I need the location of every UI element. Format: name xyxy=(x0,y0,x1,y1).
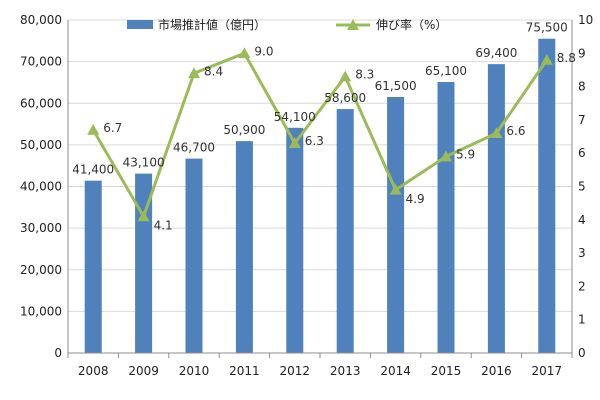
x-tick-label: 2017 xyxy=(532,364,563,378)
legend-line-marker xyxy=(347,19,359,30)
legend-bar-label: 市場推計値（億円） xyxy=(158,17,266,32)
line-data-label: 6.3 xyxy=(305,134,324,148)
x-tick-label: 2014 xyxy=(380,364,411,378)
y-right-tick-label: 9 xyxy=(578,46,586,60)
line-data-label: 4.9 xyxy=(406,192,425,206)
y-right-tick-label: 1 xyxy=(578,313,586,327)
bar-data-label: 61,500 xyxy=(375,79,417,93)
line-marker-2008 xyxy=(87,123,100,135)
y-right-tick-label: 8 xyxy=(578,80,586,94)
y-right-tick-label: 6 xyxy=(578,146,586,160)
line-marker-2012 xyxy=(288,137,301,149)
y-left-tick-label: 10,000 xyxy=(20,304,62,318)
bar-data-label: 65,100 xyxy=(425,64,467,78)
bar-2011 xyxy=(235,141,253,353)
y-left-tick-label: 20,000 xyxy=(20,263,62,277)
bar-data-label: 69,400 xyxy=(475,46,517,60)
bar-data-label: 41,400 xyxy=(72,163,114,177)
line-data-label: 8.4 xyxy=(204,64,223,78)
y-right-tick-label: 3 xyxy=(578,246,586,260)
line-marker-2015 xyxy=(440,150,452,162)
bar-data-label: 43,100 xyxy=(123,156,165,170)
bar-2016 xyxy=(487,64,505,353)
y-left-tick-label: 80,000 xyxy=(20,13,62,27)
y-right-tick-label: 0 xyxy=(578,346,586,360)
bar-data-label: 54,100 xyxy=(274,110,316,124)
x-tick-label: 2010 xyxy=(179,364,210,378)
line-marker-2009 xyxy=(137,210,150,222)
bar-data-label: 46,700 xyxy=(173,141,215,155)
x-tick-label: 2013 xyxy=(330,364,361,378)
bar-data-label: 75,500 xyxy=(526,21,568,35)
y-right-tick-label: 10 xyxy=(578,13,593,27)
line-marker-2010 xyxy=(188,67,200,79)
growth-rate-line xyxy=(91,51,549,218)
bar-2014 xyxy=(387,97,405,353)
y-left-tick-label: 30,000 xyxy=(20,221,62,235)
bar-2013 xyxy=(336,109,354,353)
line-data-label: 4.1 xyxy=(154,218,173,232)
line-marker-2016 xyxy=(490,127,503,139)
bar-2008 xyxy=(84,180,102,353)
line-data-label: 6.7 xyxy=(103,121,122,135)
y-left-tick-label: 70,000 xyxy=(20,55,62,69)
legend: 市場推計値（億円） 伸び率（%） xyxy=(127,17,447,32)
line-data-label: 5.9 xyxy=(456,148,475,162)
x-tick-label: 2012 xyxy=(280,364,311,378)
y-right-tick-label: 2 xyxy=(578,279,586,293)
x-tick-label: 2015 xyxy=(431,364,462,378)
line-data-label: 8.8 xyxy=(557,51,576,65)
line-marker-2014 xyxy=(389,183,402,195)
axes: 0 10,000 20,000 30,000 40,000 50,000 60,000 70,… xyxy=(20,13,593,378)
y-right-tick-label: 5 xyxy=(578,180,586,194)
data-labels: 41,400 43,100 46,700 50,900 54,100 58,600 61,5… xyxy=(72,21,576,233)
x-tick-label: 2009 xyxy=(128,364,159,378)
line-marker-2013 xyxy=(339,70,352,82)
y-right-tick-label: 7 xyxy=(578,113,586,127)
legend-bar-swatch xyxy=(127,20,153,29)
line-marker-2017 xyxy=(540,53,553,65)
y-left-tick-label: 0 xyxy=(54,346,62,360)
bar-2017 xyxy=(538,38,556,353)
y-left-tick-label: 60,000 xyxy=(20,96,62,110)
x-tick-label: 2011 xyxy=(229,364,260,378)
x-tick-label: 2008 xyxy=(78,364,109,378)
y-left-tick-label: 40,000 xyxy=(20,180,62,194)
legend-line-label: 伸び率（%） xyxy=(376,17,447,32)
line-marker-2011 xyxy=(238,47,251,59)
bar-2015 xyxy=(437,82,455,354)
x-tick-label: 2016 xyxy=(481,364,512,378)
line-data-label: 9.0 xyxy=(254,44,273,58)
line-data-label: 6.6 xyxy=(506,124,525,138)
bar-2012 xyxy=(286,127,304,353)
bar-series xyxy=(84,38,556,354)
line-data-label: 8.3 xyxy=(355,68,374,82)
line-series xyxy=(87,47,553,222)
y-left-tick-label: 50,000 xyxy=(20,138,62,152)
bar-data-label: 50,900 xyxy=(223,123,265,137)
bar-data-label: 58,600 xyxy=(324,91,366,105)
bar-2010 xyxy=(185,158,203,353)
y-right-tick-label: 4 xyxy=(578,213,586,227)
